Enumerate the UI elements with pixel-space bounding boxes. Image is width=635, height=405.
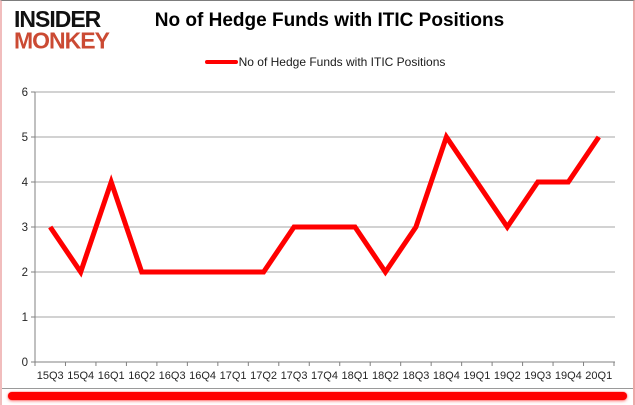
- chart-title: No of Hedge Funds with ITIC Positions: [154, 10, 505, 31]
- x-tick-label: 18Q3: [402, 370, 429, 382]
- y-tick-label: 0: [22, 357, 28, 369]
- chart-frame: [2, 1, 633, 389]
- x-tick-label: 19Q3: [524, 370, 551, 382]
- bottom-accent-bar: [8, 392, 627, 400]
- x-tick-label: 17Q2: [250, 370, 277, 382]
- legend: No of Hedge Funds with ITIC Positions: [35, 55, 615, 69]
- x-tick-label: 16Q2: [128, 370, 155, 382]
- x-tick-label: 15Q3: [37, 370, 64, 382]
- legend-label: No of Hedge Funds with ITIC Positions: [238, 55, 446, 69]
- y-tick-label: 5: [22, 132, 28, 144]
- x-tick-label: 16Q4: [189, 370, 216, 382]
- insider-monkey-logo: INSIDER MONKEY: [14, 5, 110, 54]
- x-tick-label: 18Q4: [433, 370, 460, 382]
- logo-line-monkey: MONKEY: [14, 27, 110, 54]
- y-tick-label: 1: [22, 312, 28, 324]
- x-tick-label: 20Q1: [585, 370, 612, 382]
- x-tick-label: 19Q4: [555, 370, 582, 382]
- x-tick-label: 17Q3: [281, 370, 308, 382]
- x-tick-label: 19Q1: [463, 370, 490, 382]
- x-tick-label: 17Q4: [311, 370, 338, 382]
- x-tick-label: 18Q1: [342, 370, 369, 382]
- x-tick-label: 16Q3: [159, 370, 186, 382]
- x-tick-label: 16Q1: [98, 370, 125, 382]
- x-tick-label: 19Q2: [494, 370, 521, 382]
- legend-line-swatch: [204, 60, 238, 64]
- y-tick-label: 4: [22, 177, 29, 189]
- y-tick-label: 2: [22, 267, 28, 279]
- x-tick-label: 18Q2: [372, 370, 399, 382]
- y-tick-label: 6: [22, 87, 28, 99]
- series-line: [48, 131, 601, 278]
- logo-line-insider: INSIDER: [14, 5, 101, 33]
- y-tick-label: 3: [22, 222, 28, 234]
- x-tick-label: 15Q4: [67, 370, 94, 382]
- x-tick-label: 17Q1: [220, 370, 247, 382]
